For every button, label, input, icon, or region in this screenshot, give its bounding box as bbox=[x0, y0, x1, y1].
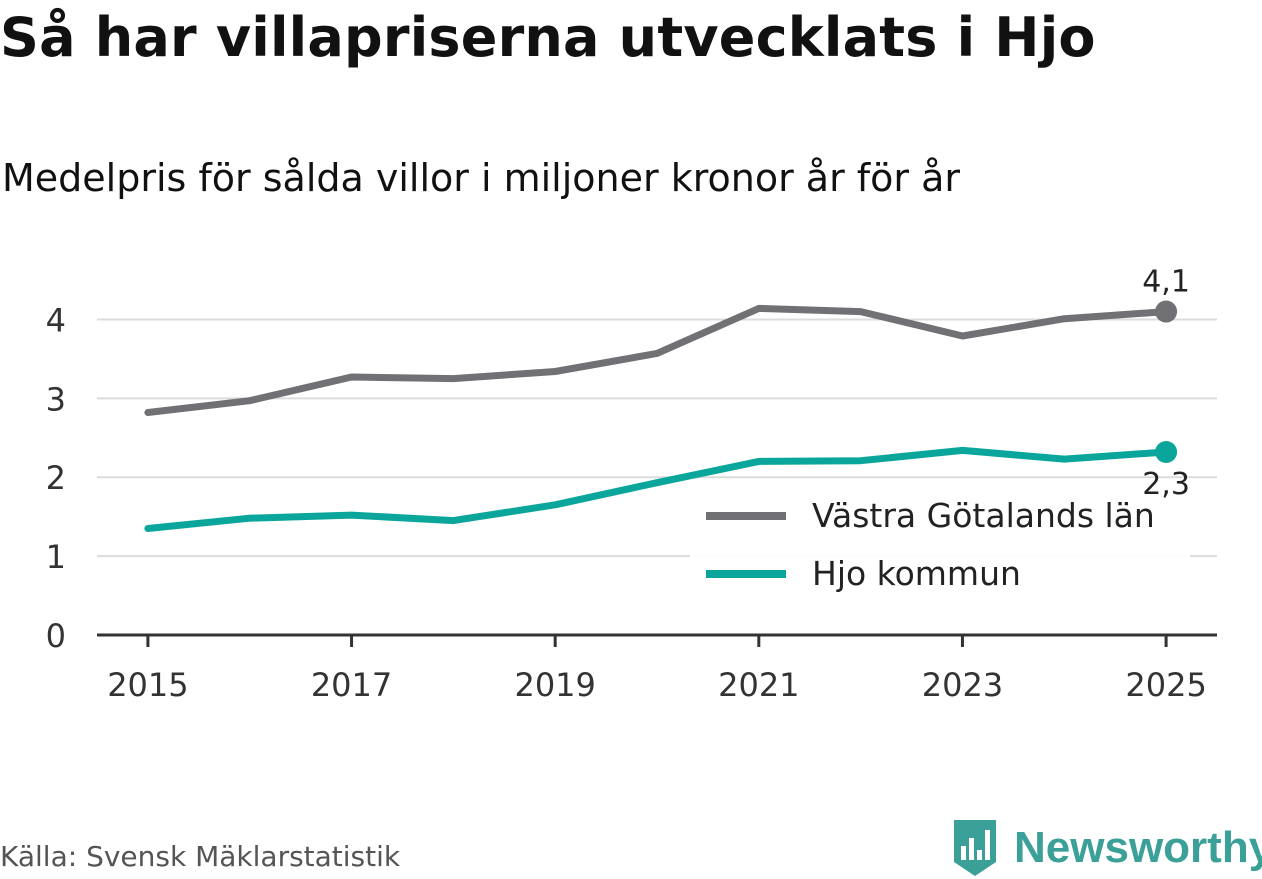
x-axis-tick-labels: 2015 2017 2019 2021 2023 2025 bbox=[107, 666, 1207, 704]
legend-label-1: Hjo kommun bbox=[812, 554, 1021, 593]
newsworthy-logo-icon bbox=[954, 820, 996, 876]
legend-background bbox=[690, 488, 1190, 600]
x-axis bbox=[97, 633, 1217, 647]
series-line-1 bbox=[144, 446, 1170, 532]
series-line-0 bbox=[144, 304, 1170, 416]
series-lines bbox=[144, 300, 1178, 532]
x-tick-label-2015: 2015 bbox=[107, 666, 188, 704]
legend-label-0: Västra Götalands län bbox=[812, 496, 1155, 535]
end-value-label-0: 4,1 bbox=[1142, 265, 1190, 300]
source-note: Källa: Svensk Mäklarstatistik bbox=[0, 840, 401, 873]
series-end-point-0 bbox=[1155, 300, 1178, 323]
x-tick-label-2025: 2025 bbox=[1125, 666, 1206, 704]
end-value-labels: 4,1 2,3 bbox=[1142, 265, 1190, 502]
y-axis-tick-labels: 0 1 2 3 4 bbox=[46, 301, 66, 655]
end-value-label-1: 2,3 bbox=[1142, 467, 1190, 502]
legend: Västra Götalands län Hjo kommun bbox=[690, 488, 1190, 600]
chart-title: Så har villapriserna utvecklats i Hjo bbox=[0, 6, 1096, 69]
x-tick-label-2017: 2017 bbox=[311, 666, 392, 704]
x-tick-label-2021: 2021 bbox=[718, 666, 799, 704]
chart-subtitle: Medelpris för sålda villor i miljoner kr… bbox=[2, 156, 961, 200]
series-end-point-1 bbox=[1155, 440, 1178, 463]
brand-name: Newsworthy bbox=[1014, 823, 1262, 872]
y-tick-label-3: 3 bbox=[46, 380, 66, 418]
y-tick-label-4: 4 bbox=[46, 301, 66, 339]
x-tick-label-2019: 2019 bbox=[514, 666, 595, 704]
y-tick-label-2: 2 bbox=[46, 459, 66, 497]
y-tick-label-1: 1 bbox=[46, 538, 66, 576]
x-tick-label-2023: 2023 bbox=[922, 666, 1003, 704]
brand-logo: Newsworthy bbox=[950, 818, 1262, 878]
y-tick-label-0: 0 bbox=[46, 617, 66, 655]
